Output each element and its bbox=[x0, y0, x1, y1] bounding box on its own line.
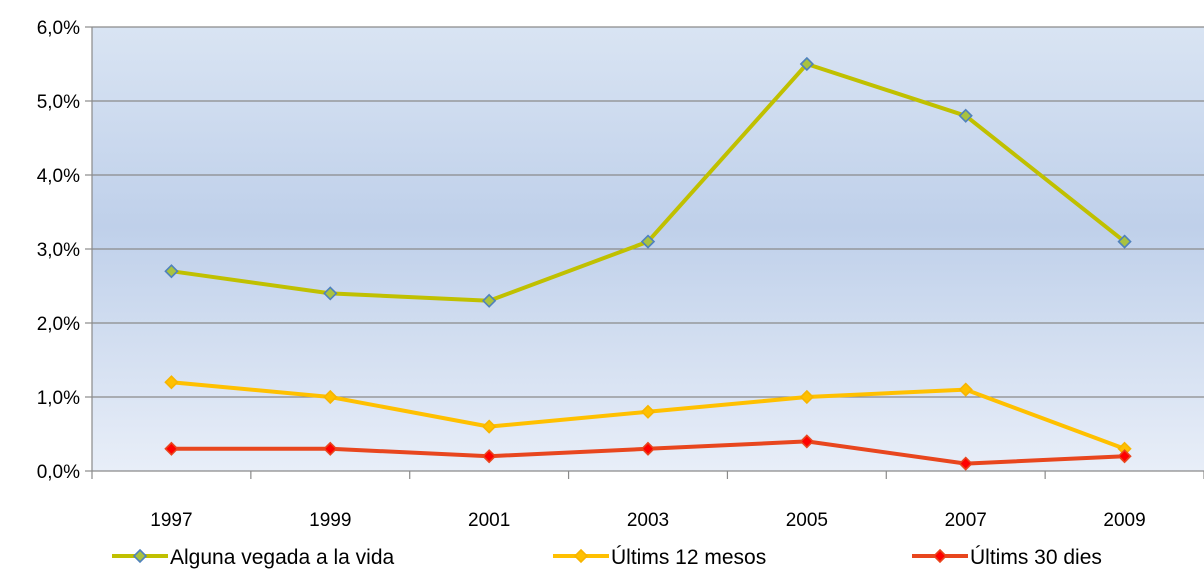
x-tick-label: 2003 bbox=[627, 510, 669, 531]
data-point bbox=[1117, 449, 1132, 464]
data-point bbox=[799, 434, 814, 449]
data-point bbox=[640, 404, 656, 419]
data-point bbox=[1117, 234, 1132, 249]
y-tick-label: 0,0% bbox=[37, 462, 80, 483]
x-tick-label: 2009 bbox=[1103, 510, 1145, 531]
legend-swatch-marker bbox=[132, 548, 148, 564]
data-point bbox=[164, 264, 179, 279]
y-tick-label: 6,0% bbox=[37, 18, 80, 39]
series bbox=[164, 375, 1132, 456]
data-point bbox=[482, 293, 497, 308]
data-point bbox=[958, 456, 973, 471]
axes: 0,0% 1,0% 2,0% 3,0% 4,0% 5,0% 6,0% 1997 1999 2001… bbox=[37, 18, 1204, 531]
data-point bbox=[323, 286, 338, 301]
data-point bbox=[482, 419, 497, 434]
legend-item: Últims 30 dies bbox=[912, 546, 1102, 569]
data-point bbox=[640, 234, 656, 249]
data-point bbox=[482, 449, 497, 464]
legend-item: Alguna vegada a la vida bbox=[112, 546, 394, 569]
data-point bbox=[958, 108, 973, 123]
x-tick-label: 1997 bbox=[150, 510, 192, 531]
y-tick-label: 2,0% bbox=[37, 314, 80, 335]
data-point bbox=[323, 389, 338, 405]
data-point bbox=[640, 441, 656, 456]
legend-swatch-marker bbox=[932, 548, 948, 564]
legend-item: Últims 12 mesos bbox=[553, 546, 766, 569]
gridlines bbox=[92, 26, 1204, 398]
y-tick-label: 4,0% bbox=[37, 166, 80, 187]
data-point bbox=[958, 382, 973, 397]
x-tick-label: 1999 bbox=[309, 510, 351, 531]
legend-label: Últims 12 mesos bbox=[611, 546, 766, 569]
series bbox=[164, 434, 1132, 471]
data-point bbox=[164, 441, 179, 456]
y-tick-label: 1,0% bbox=[37, 388, 80, 409]
x-tick-label: 2007 bbox=[945, 510, 987, 531]
series-group bbox=[164, 56, 1132, 471]
data-point bbox=[799, 389, 814, 405]
x-tick-label: 2001 bbox=[468, 510, 510, 531]
x-tick-label: 2005 bbox=[786, 510, 828, 531]
legend-label: Últims 30 dies bbox=[970, 546, 1102, 569]
data-point bbox=[164, 375, 179, 390]
legend-swatch-marker bbox=[573, 548, 589, 564]
y-tick-label: 5,0% bbox=[37, 92, 80, 113]
data-point bbox=[799, 56, 814, 72]
legend-label: Alguna vegada a la vida bbox=[170, 546, 394, 569]
data-point bbox=[323, 441, 338, 456]
y-tick-label: 3,0% bbox=[37, 240, 80, 261]
legend: Alguna vegada a la vida Últims 12 mesos Úl… bbox=[112, 546, 1102, 569]
series bbox=[164, 56, 1132, 308]
